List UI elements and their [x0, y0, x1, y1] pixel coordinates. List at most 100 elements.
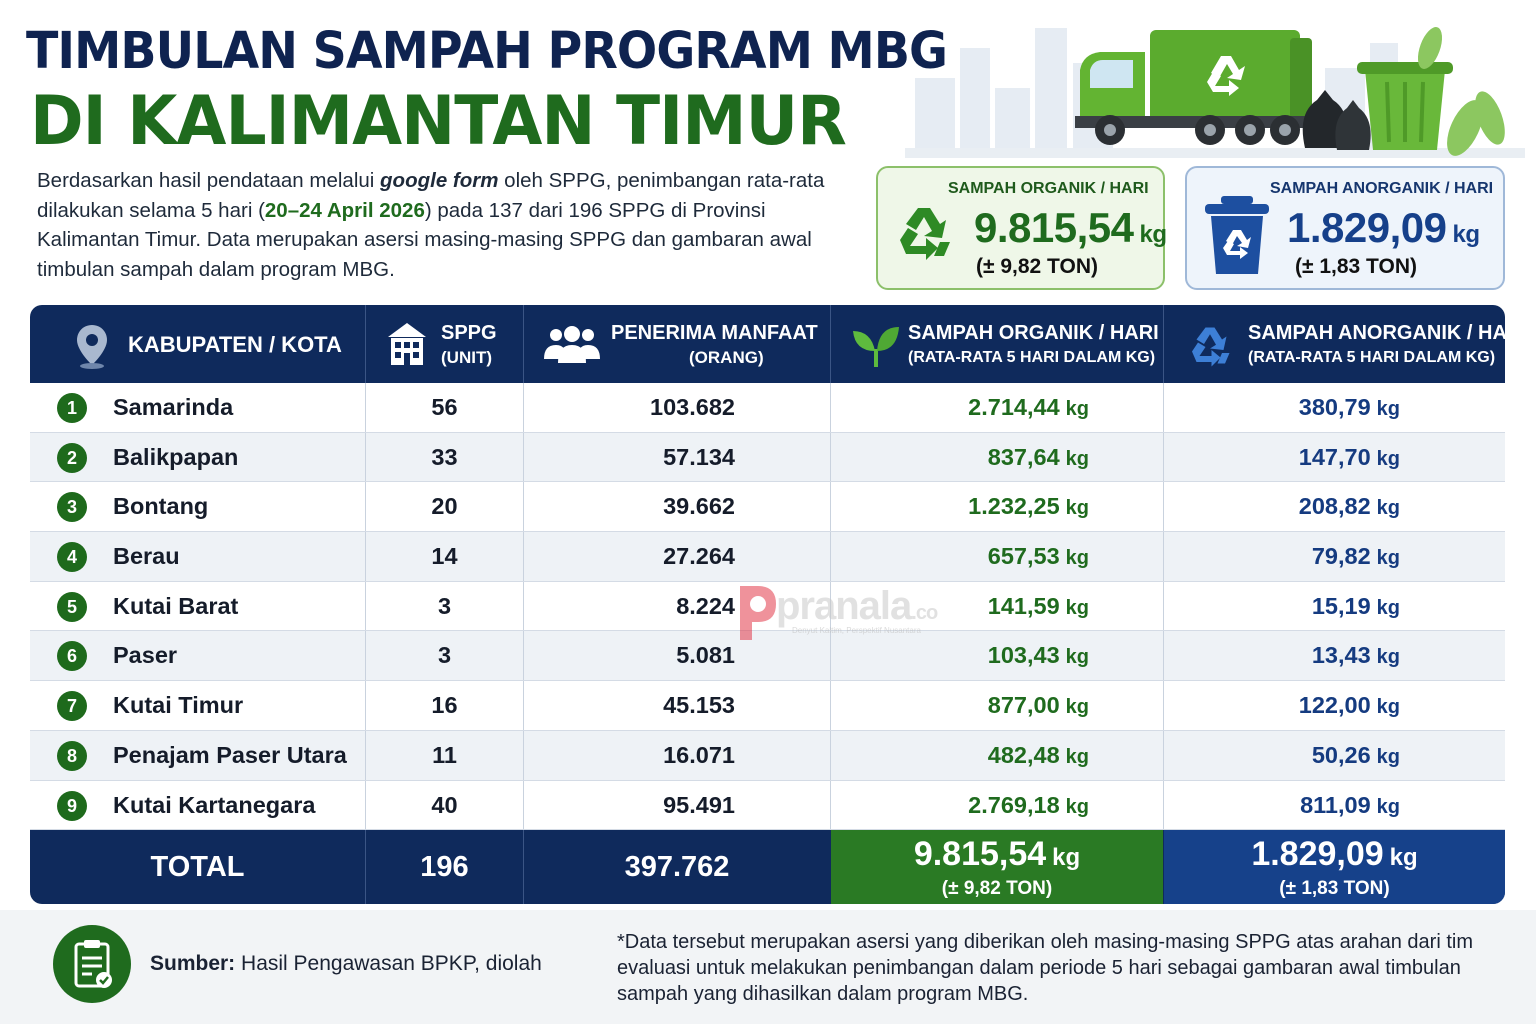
location-pin-icon — [77, 325, 107, 369]
row-anorganik: 208,82 kg — [1298, 493, 1400, 520]
clipboard-check-icon — [53, 925, 131, 1003]
row-organik: 877,00 kg — [987, 692, 1089, 719]
total-label: TOTAL — [150, 851, 245, 884]
row-region-name: Berau — [113, 543, 180, 570]
row-number-badge: 1 — [57, 393, 87, 423]
inorganic-card-value: 1.829,09 kg — [1287, 204, 1480, 251]
row-penerima: 95.491 — [663, 791, 735, 818]
header-anorganik-label: SAMPAH ANORGANIK / HARI — [1248, 322, 1527, 344]
total-organik: 9.815,54 kg (± 9,82 TON) — [831, 830, 1163, 905]
row-penerima: 45.153 — [663, 692, 735, 719]
total-anorganik-tonnage: (± 1,83 TON) — [1279, 878, 1390, 900]
header-sppg-unit: (UNIT) — [441, 348, 492, 367]
table-total-row: TOTAL 196 397.762 9.815,54 kg (± 9,82 TON… — [30, 830, 1505, 905]
row-organik: 837,64 kg — [987, 443, 1089, 470]
inorganic-card-tonnage: (± 1,83 TON) — [1295, 255, 1418, 278]
table-row: 8 Penajam Paser Utara 11 16.071 482,48 kg 50,2… — [30, 730, 1505, 781]
row-sppg: 33 — [431, 443, 458, 470]
row-number-badge: 4 — [57, 542, 87, 573]
header-organik: SAMPAH ORGANIK / HARI (RATA-RATA 5 HARI … — [831, 305, 1163, 383]
header-penerima-unit: (ORANG) — [689, 348, 764, 367]
row-sppg: 16 — [431, 692, 458, 719]
organic-card-title: SAMPAH ORGANIK / HARI — [948, 180, 1149, 197]
table-row: 7 Kutai Timur 16 45.153 877,00 kg 122,00 kg — [30, 681, 1505, 731]
table-header: KABUPATEN / KOTA SPPG (UNIT) PENERI — [30, 305, 1527, 383]
row-organik: 1.232,25 kg — [968, 493, 1089, 520]
row-penerima: 57.134 — [663, 443, 735, 470]
organic-card-value: 9.815,54 kg — [974, 204, 1167, 251]
row-sppg: 56 — [431, 394, 458, 420]
building-icon — [388, 323, 426, 365]
intro-dates: 20–24 April 2026 — [264, 198, 425, 222]
row-organik: 482,48 kg — [987, 741, 1089, 768]
table-row: 3 Bontang 20 39.662 1.232,25 kg 208,82 kg — [30, 482, 1505, 533]
organic-card-tonnage: (± 9,82 TON) — [976, 255, 1099, 278]
table-row: 9 Kutai Kartanegara 40 95.491 2.769,18 kg 811,… — [30, 780, 1505, 831]
recycle-bin-icon — [1205, 196, 1269, 274]
header-sppg: SPPG (UNIT) — [366, 305, 523, 383]
table-row: 2 Balikpapan 33 57.134 837,64 kg 147,70 kg — [30, 432, 1505, 483]
row-organik: 657,53 kg — [987, 543, 1089, 570]
table-row: 6 Paser 3 5.081 103,43 kg 13,43 kg — [30, 631, 1505, 682]
watermark: pranala.co Denyut Kaltim, Perspektif Nus… — [734, 582, 938, 649]
row-anorganik: 50,26 kg — [1311, 741, 1400, 768]
row-sppg: 11 — [432, 741, 457, 768]
header-region: KABUPATEN / KOTA — [30, 305, 365, 383]
header-sppg-label: SPPG — [441, 322, 497, 344]
row-penerima: 16.071 — [663, 741, 735, 768]
inorganic-card-title: SAMPAH ANORGANIK / HARI — [1270, 180, 1494, 197]
row-region-name: Kutai Kartanegara — [113, 791, 316, 818]
row-sppg: 40 — [431, 791, 458, 818]
header-organik-label: SAMPAH ORGANIK / HARI — [908, 322, 1159, 344]
row-region-name: Kutai Timur — [113, 692, 244, 719]
source-text: Sumber: Hasil Pengawasan BPKP, diolah — [150, 952, 542, 975]
row-organik: 2.714,44 kg — [968, 394, 1089, 420]
row-region-name: Paser — [113, 642, 178, 669]
leaf-icon — [853, 327, 899, 367]
row-anorganik: 811,09 kg — [1300, 791, 1400, 818]
row-sppg: 20 — [431, 493, 458, 520]
row-penerima: 103.682 — [650, 394, 735, 420]
row-sppg: 3 — [437, 642, 452, 669]
row-region-name: Bontang — [113, 493, 209, 520]
disclaimer-note: *Data tersebut merupakan asersi yang dib… — [617, 931, 1473, 1005]
row-region-name: Penajam Paser Utara — [113, 741, 347, 768]
recycle-icon — [900, 208, 950, 260]
total-anorganik: 1.829,09 kg (± 1,83 TON) — [1164, 830, 1505, 905]
row-number-badge: 5 — [57, 591, 87, 622]
row-organik: 2.769,18 kg — [968, 791, 1089, 818]
header-penerima: PENERIMA MANFAAT (ORANG) — [524, 305, 830, 383]
row-number-badge: 8 — [57, 740, 87, 771]
total-organik-tonnage: (± 9,82 TON) — [941, 878, 1053, 900]
garbage-truck-illustration — [905, 27, 1525, 158]
row-penerima: 8.224 — [676, 592, 735, 619]
row-penerima: 27.264 — [663, 543, 735, 570]
row-region-name: Samarinda — [113, 394, 234, 420]
row-number-badge: 7 — [57, 691, 87, 722]
row-organik: 141,59 kg — [987, 592, 1089, 619]
row-number-badge: 3 — [57, 492, 87, 523]
page-title-line2: DI KALIMANTAN TIMUR — [30, 82, 847, 161]
row-region-name: Kutai Barat — [113, 592, 239, 619]
intro-paragraph: Berdasarkan hasil pendataan melalui goog… — [37, 169, 825, 281]
row-anorganik: 13,43 kg — [1311, 642, 1400, 669]
row-number-badge: 9 — [57, 790, 87, 821]
row-anorganik: 15,19 kg — [1311, 592, 1400, 619]
row-sppg: 14 — [431, 543, 458, 570]
total-penerima: 397.762 — [624, 851, 730, 884]
header-anorganik-unit: (RATA-RATA 5 HARI DALAM KG) — [1248, 349, 1496, 366]
inorganic-summary-card: SAMPAH ANORGANIK / HARI 1.829,09 kg (± 1,… — [1185, 166, 1505, 290]
total-sppg: 196 — [420, 851, 469, 884]
row-number-badge: 6 — [57, 641, 87, 672]
row-penerima: 5.081 — [676, 642, 735, 669]
header-penerima-label: PENERIMA MANFAAT — [611, 322, 818, 344]
table-row: 1 Samarinda 56 103.682 2.714,44 kg 380,79 kg — [30, 383, 1505, 433]
people-icon — [544, 326, 600, 363]
footer: Sumber: Hasil Pengawasan BPKP, diolah *D… — [0, 910, 1536, 1024]
table-row: 4 Berau 14 27.264 657,53 kg 79,82 kg — [30, 532, 1505, 582]
header-organik-unit: (RATA-RATA 5 HARI DALAM KG) — [908, 349, 1156, 366]
watermark-brand: pranala.co — [776, 584, 938, 628]
row-sppg: 3 — [437, 592, 452, 619]
row-anorganik: 147,70 kg — [1298, 443, 1400, 470]
row-anorganik: 79,82 kg — [1311, 543, 1400, 570]
